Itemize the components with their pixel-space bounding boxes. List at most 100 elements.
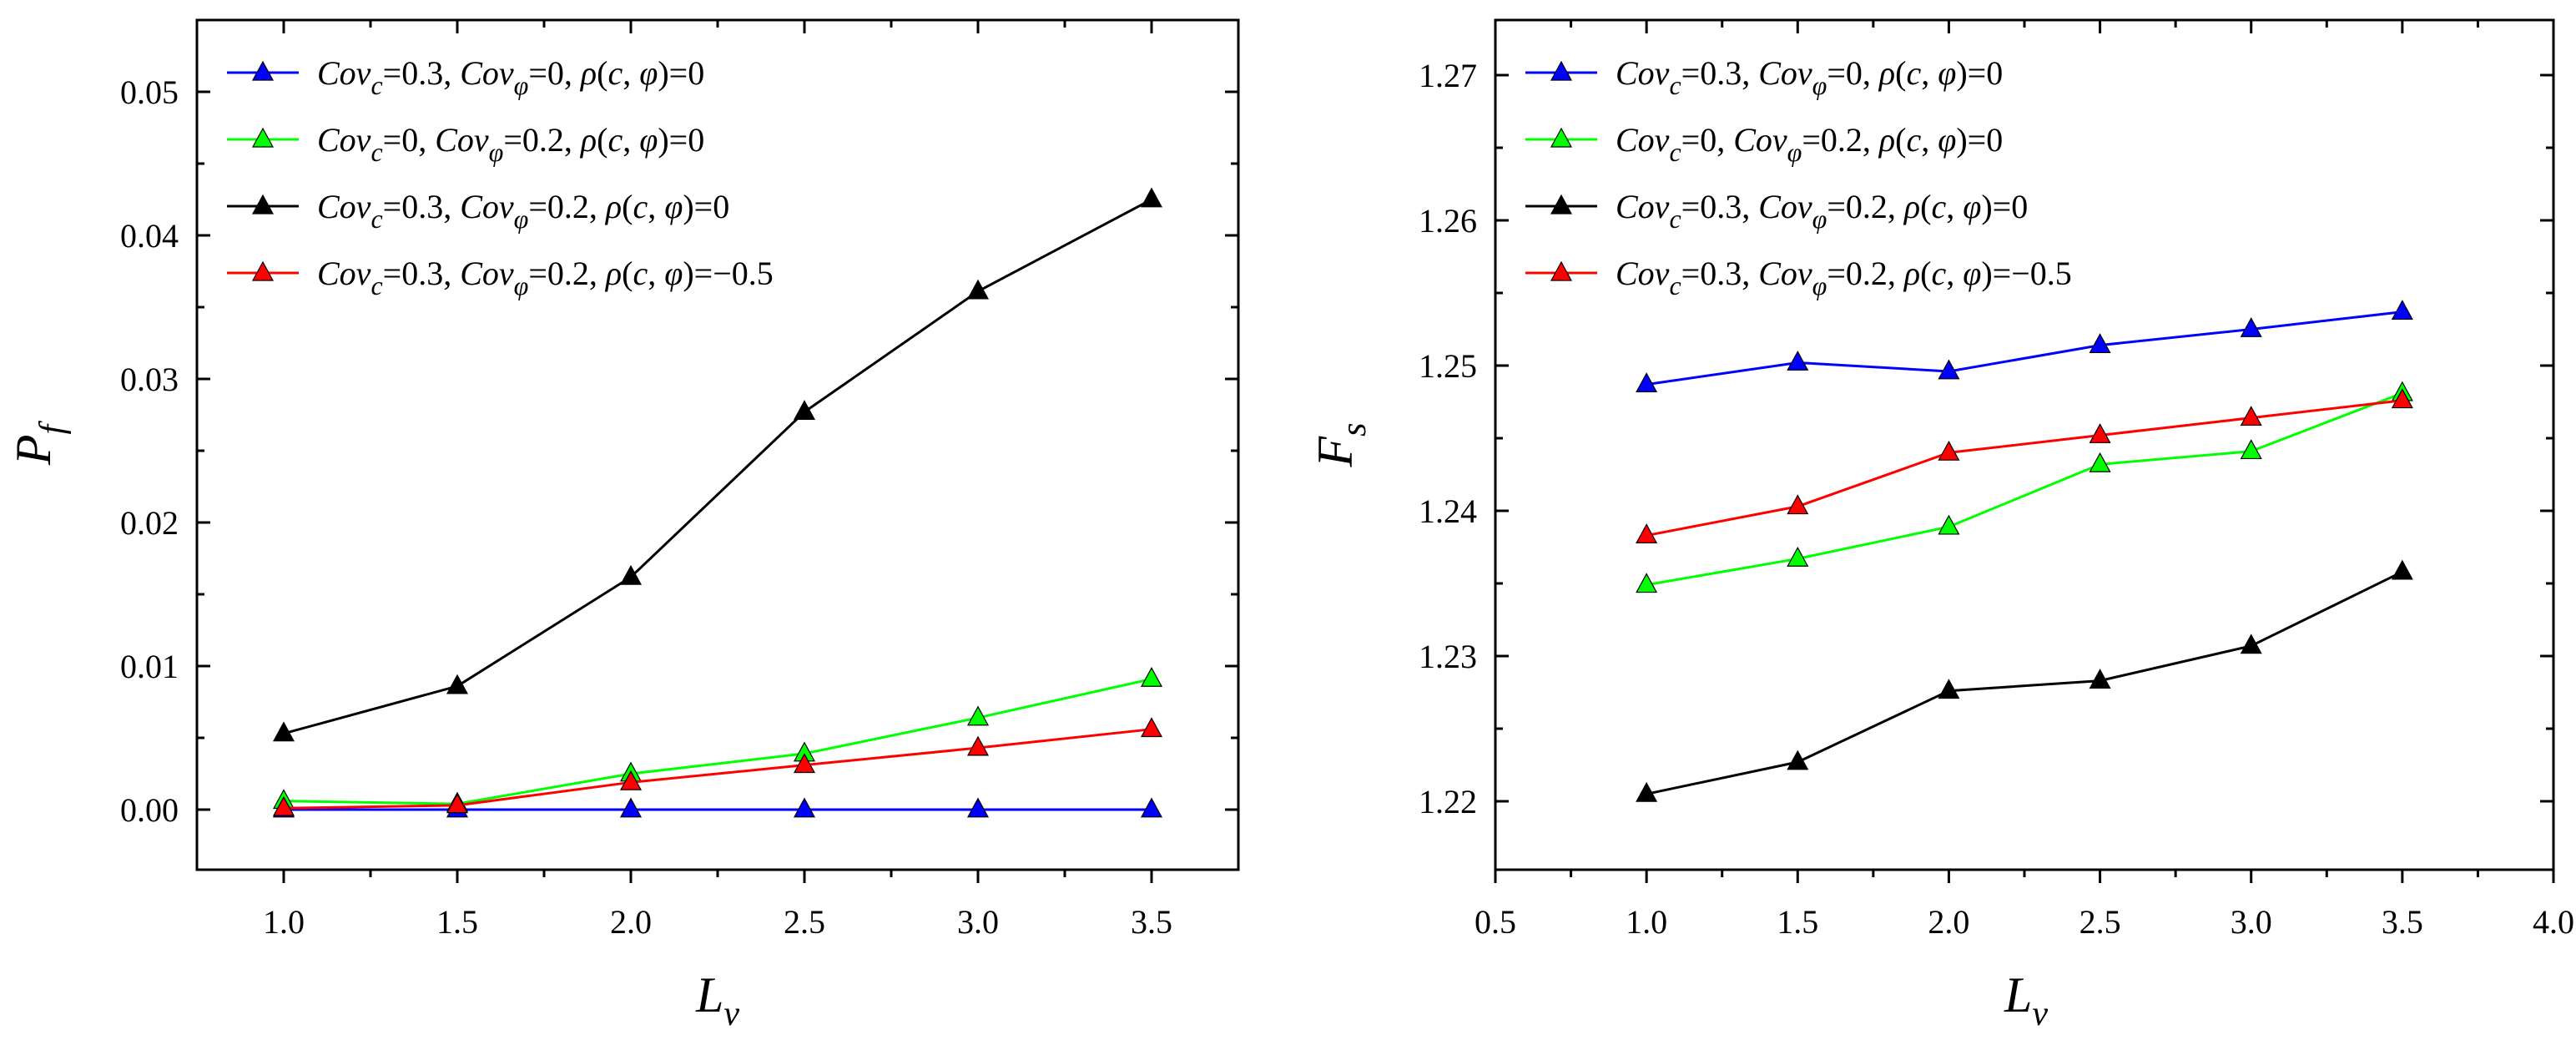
text-span: c: [1669, 204, 1681, 234]
text-span: =0.2,: [1802, 121, 1879, 159]
text-span: c: [1906, 54, 1921, 92]
data-point-marker: [619, 770, 643, 790]
text-span: ,: [623, 121, 639, 159]
text-span: Cov: [317, 54, 371, 92]
x-tick-label: 2.0: [610, 903, 652, 941]
data-point-marker: [1636, 523, 1658, 543]
series-1: [272, 667, 1163, 812]
text-span: Cov: [1758, 188, 1812, 225]
text-span: ρ: [1903, 255, 1920, 292]
x-tick-label: 3.0: [957, 903, 999, 941]
data-point-marker: [1938, 514, 1960, 535]
text-span: Cov: [435, 121, 489, 159]
text-span: Cov: [1733, 121, 1787, 159]
text-span: ρ: [604, 188, 622, 225]
text-span: (: [1920, 255, 1931, 292]
text-span: (: [622, 188, 633, 225]
text-span: c: [1906, 121, 1921, 159]
y-tick-label: 0.01: [120, 648, 179, 685]
y-tick-label: 1.25: [1419, 347, 1477, 385]
text-span: =0.3,: [1681, 188, 1759, 225]
data-point-marker: [966, 279, 990, 300]
legend-label: Covc=0.3, Covφ=0.2, ρ(c, φ)=0: [317, 188, 729, 234]
text-span: )=0: [683, 188, 729, 225]
text-span: Cov: [460, 188, 514, 225]
text-span: Cov: [317, 121, 371, 159]
text-span: =0.2,: [528, 255, 606, 292]
data-point-marker: [1787, 494, 1809, 515]
series-line: [1646, 399, 2403, 538]
data-point-marker: [2240, 634, 2262, 654]
x-tick-label: 0.5: [1475, 903, 1516, 941]
text-span: c: [633, 188, 648, 225]
text-span: φ: [639, 54, 658, 92]
text-span: ρ: [579, 121, 597, 159]
text-span: =0.2,: [528, 188, 606, 225]
legend-marker: [1550, 260, 1573, 281]
text-span: P: [6, 435, 61, 467]
y-tick-label: 0.03: [120, 361, 179, 398]
text-span: φ: [514, 204, 529, 234]
y-tick-label: 0.04: [120, 217, 179, 255]
text-span: c: [1669, 70, 1681, 100]
text-span: c: [371, 137, 382, 167]
y-axis-ticks: 1.22 1.23 1.24 1.25 1.26 1.27: [1419, 57, 2553, 820]
legend-label: Covc=0.3, Covφ=0, ρ(c, φ)=0: [317, 54, 704, 100]
legend-marker: [251, 260, 275, 281]
text-span: φ: [664, 188, 683, 225]
series-line: [1646, 570, 2403, 795]
series-3: [272, 717, 1163, 816]
y-tick-label: 1.27: [1419, 57, 1477, 94]
data-point-marker: [2089, 333, 2111, 354]
text-span: ,: [1946, 255, 1963, 292]
x-tick-label: 1.5: [436, 903, 478, 941]
data-point-marker: [966, 797, 990, 818]
text-span: v: [2032, 995, 2048, 1033]
data-point-marker: [966, 735, 990, 756]
data-point-marker: [272, 795, 295, 816]
text-span: φ: [1812, 70, 1827, 100]
data-point-marker: [2089, 669, 2111, 689]
data-point-marker: [1636, 372, 1658, 393]
series-line: [283, 678, 1152, 805]
x-axis-title: Lv: [695, 967, 739, 1033]
text-span: )=0: [1981, 188, 2028, 225]
text-span: φ: [1812, 270, 1827, 300]
data-point-marker: [1938, 679, 1960, 699]
text-span: ρ: [1903, 188, 1920, 225]
y-tick-label: 1.24: [1419, 492, 1477, 530]
series-line: [1646, 391, 2403, 587]
x-tick-label: 3.5: [2382, 903, 2423, 941]
legend-marker: [1550, 60, 1573, 81]
y-axis-title: Pf: [6, 421, 72, 467]
text-span: =0.3,: [383, 255, 461, 292]
text-span: v: [723, 995, 739, 1033]
text-span: c: [1669, 137, 1681, 167]
series-0: [1636, 300, 2413, 393]
text-span: ,: [648, 255, 664, 292]
text-span: Cov: [317, 188, 371, 225]
data-point-marker: [2089, 423, 2111, 443]
text-span: (: [622, 255, 633, 292]
data-point-marker: [2240, 439, 2262, 460]
data-point-marker: [793, 400, 816, 420]
x-tick-label: 3.0: [2231, 903, 2272, 941]
text-span: )=0: [1956, 54, 2003, 92]
y-tick-label: 0.05: [120, 73, 179, 111]
x-tick-label: 4.0: [2533, 903, 2574, 941]
y-tick-label: 1.26: [1419, 202, 1477, 240]
text-span: )=0: [658, 54, 704, 92]
text-span: ρ: [1878, 54, 1895, 92]
text-span: s: [1335, 422, 1374, 436]
text-span: φ: [514, 270, 529, 300]
data-point-marker: [1140, 717, 1163, 738]
text-span: φ: [1938, 54, 1956, 92]
text-span: L: [695, 967, 723, 1022]
data-point-marker: [1140, 667, 1163, 687]
text-span: Cov: [1616, 255, 1670, 292]
series-2: [1636, 559, 2413, 802]
text-span: (: [1895, 54, 1906, 92]
text-span: c: [1931, 255, 1946, 292]
